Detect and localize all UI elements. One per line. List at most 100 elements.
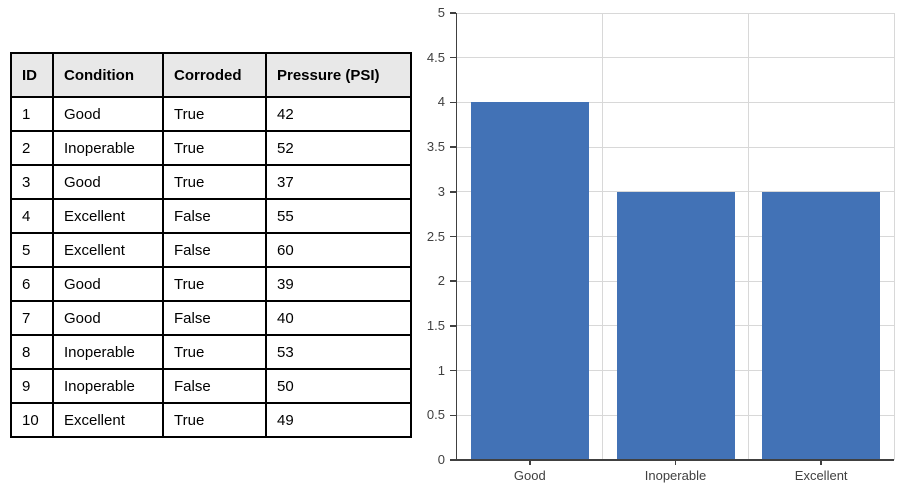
table-row: 9 Inoperable False 50	[10, 368, 412, 404]
y-axis-tick	[449, 414, 456, 417]
table-cell: 52	[265, 130, 412, 166]
table-cell: 53	[265, 334, 412, 370]
table-cell: 50	[265, 368, 412, 404]
x-axis-tick	[529, 460, 531, 465]
bar-good	[470, 102, 589, 460]
y-axis-tick	[449, 191, 456, 193]
table-cell: True	[162, 334, 267, 370]
x-axis-tick	[674, 460, 677, 465]
y-axis-tick	[449, 369, 456, 372]
y-gridline	[457, 12, 894, 14]
y-axis-tick	[449, 325, 456, 327]
table-cell: True	[162, 130, 267, 166]
x-gridline	[893, 13, 895, 460]
table-cell: True	[162, 266, 267, 302]
table-row: 7 Good False 40	[10, 300, 412, 336]
table-cell: Good	[52, 266, 164, 302]
table-cell: 37	[265, 164, 412, 200]
table-cell: 4	[10, 198, 54, 234]
table-header-row: ID Condition Corroded Pressure (PSI)	[10, 52, 412, 98]
table-cell: False	[162, 368, 267, 404]
table-row: 3 Good True 37	[10, 164, 412, 200]
column-header: Condition	[52, 52, 164, 98]
y-gridline	[457, 57, 894, 59]
y-axis-tick	[449, 56, 456, 59]
column-header: Pressure (PSI)	[265, 52, 412, 98]
table-cell: 49	[265, 402, 412, 438]
bar-inoperable	[616, 191, 735, 460]
data-table: ID Condition Corroded Pressure (PSI) 1 Good T…	[10, 52, 412, 438]
table-cell: Inoperable	[52, 334, 164, 370]
x-axis-tick	[820, 460, 822, 465]
table-cell: Good	[52, 96, 164, 132]
column-header: ID	[10, 52, 54, 98]
y-axis-label: 2.5	[426, 228, 445, 244]
table-cell: 6	[10, 266, 54, 302]
y-axis-label: 4	[437, 94, 445, 110]
table-cell: 9	[10, 368, 54, 404]
table-header: ID Condition Corroded Pressure (PSI)	[10, 52, 412, 98]
table-cell: 40	[265, 300, 412, 336]
y-axis-tick	[449, 459, 456, 461]
table-row: 2 Inoperable True 52	[10, 130, 412, 166]
y-axis-label: 0.5	[426, 407, 445, 423]
table-cell: 60	[265, 232, 412, 268]
y-axis-tick	[449, 101, 456, 104]
table-cell: False	[162, 232, 267, 268]
x-gridline	[602, 13, 604, 460]
y-axis-label: 3.5	[426, 139, 445, 155]
y-axis-label: 2	[437, 273, 445, 289]
y-axis-tick	[449, 146, 456, 148]
y-axis-label: 4.5	[426, 49, 445, 65]
x-gridline	[747, 13, 749, 460]
table-cell: 7	[10, 300, 54, 336]
table-cell: 1	[10, 96, 54, 132]
table-cell: Excellent	[52, 198, 164, 234]
table-cell: 3	[10, 164, 54, 200]
x-axis-label: Inoperable	[644, 468, 707, 483]
x-axis-label: Excellent	[794, 468, 848, 483]
table-row: 5 Excellent False 60	[10, 232, 412, 268]
table-cell: True	[162, 96, 267, 132]
table-cell: Good	[52, 164, 164, 200]
table-cell: 5	[10, 232, 54, 268]
table-cell: 8	[10, 334, 54, 370]
table-cell: Inoperable	[52, 130, 164, 166]
x-axis-label: Good	[513, 468, 546, 483]
table-row: 6 Good True 39	[10, 266, 412, 302]
y-axis-label: 3	[437, 183, 445, 199]
table-cell: False	[162, 198, 267, 234]
y-axis-tick	[449, 12, 456, 14]
table-cell: 10	[10, 402, 54, 438]
table-cell: False	[162, 300, 267, 336]
y-axis-tick	[449, 280, 456, 282]
y-axis-label: 1	[437, 362, 445, 378]
column-header: Corroded	[162, 52, 267, 98]
table-cell: Excellent	[52, 402, 164, 438]
table-cell: True	[162, 164, 267, 200]
table-cell: 39	[265, 266, 412, 302]
table-cell: 2	[10, 130, 54, 166]
table-row: 1 Good True 42	[10, 96, 412, 132]
y-axis-label: 5	[437, 5, 445, 20]
y-axis-tick	[449, 235, 456, 238]
y-gridline	[457, 101, 894, 103]
table-cell: 55	[265, 198, 412, 234]
table-cell: Excellent	[52, 232, 164, 268]
table-body: 1 Good True 42 2 Inoperable True 52 3 Good True 37 4…	[10, 96, 412, 438]
x-axis-line	[455, 459, 894, 461]
y-axis-label: 1.5	[426, 317, 445, 333]
table-row: 10 Excellent True 49	[10, 402, 412, 438]
y-axis-line	[455, 13, 457, 460]
table-row: 8 Inoperable True 53	[10, 334, 412, 370]
table-cell: True	[162, 402, 267, 438]
table-cell: 42	[265, 96, 412, 132]
y-axis-label: 0	[437, 452, 445, 467]
bar-excellent	[762, 191, 881, 460]
y-gridline	[457, 146, 894, 148]
table-cell: Inoperable	[52, 368, 164, 404]
table-row: 4 Excellent False 55	[10, 198, 412, 234]
table-cell: Good	[52, 300, 164, 336]
